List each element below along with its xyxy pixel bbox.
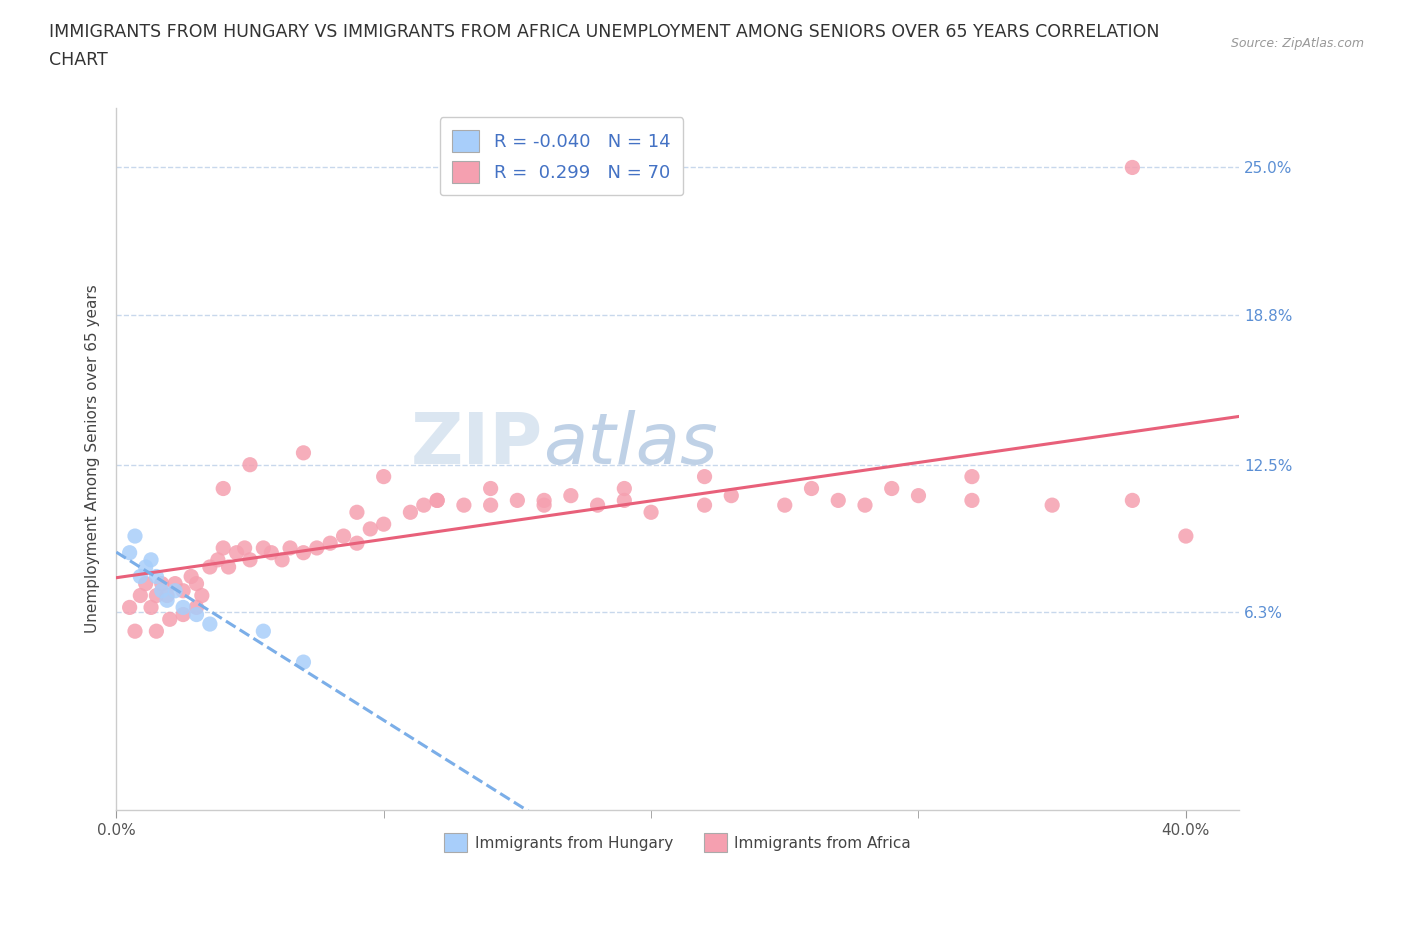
Point: [1040, 498, 1063, 512]
Point: [319, 536, 342, 551]
Point: [613, 493, 636, 508]
Text: atlas: atlas: [543, 410, 717, 479]
Point: [373, 469, 395, 484]
Point: [186, 600, 208, 615]
Point: [218, 560, 240, 575]
Point: [129, 569, 152, 584]
Point: [560, 488, 582, 503]
Point: [292, 445, 315, 460]
Point: [853, 498, 876, 512]
Point: [150, 577, 173, 591]
Point: [124, 624, 146, 639]
Point: [305, 540, 328, 555]
Point: [118, 545, 141, 560]
Point: [239, 552, 262, 567]
Point: [150, 583, 173, 598]
Point: [207, 552, 229, 567]
Point: [278, 540, 301, 555]
Point: [332, 528, 354, 543]
Point: [239, 458, 262, 472]
Point: [453, 498, 475, 512]
Point: [198, 617, 221, 631]
Point: [145, 624, 167, 639]
Point: [172, 600, 194, 615]
Point: [479, 481, 502, 496]
Point: [800, 481, 823, 496]
Point: [159, 612, 181, 627]
Point: [118, 600, 141, 615]
Point: [412, 498, 434, 512]
Point: [1121, 160, 1143, 175]
Point: [907, 488, 929, 503]
Point: [172, 583, 194, 598]
Point: [156, 588, 179, 603]
Point: [960, 469, 983, 484]
Point: [139, 600, 162, 615]
Point: [165, 577, 187, 591]
Point: [640, 505, 662, 520]
Point: [124, 528, 146, 543]
Point: [198, 560, 221, 575]
Point: [773, 498, 796, 512]
Point: [225, 545, 247, 560]
Text: CHART: CHART: [49, 51, 108, 69]
Point: [533, 493, 555, 508]
Point: [292, 655, 315, 670]
Point: [212, 540, 235, 555]
Point: [693, 498, 716, 512]
Text: Source: ZipAtlas.com: Source: ZipAtlas.com: [1230, 37, 1364, 50]
Point: [346, 505, 368, 520]
Y-axis label: Unemployment Among Seniors over 65 years: Unemployment Among Seniors over 65 years: [86, 285, 100, 633]
Point: [260, 545, 283, 560]
Point: [346, 536, 368, 551]
Point: [292, 545, 315, 560]
Point: [720, 488, 742, 503]
Point: [827, 493, 849, 508]
Point: [960, 493, 983, 508]
Point: [191, 588, 214, 603]
Text: IMMIGRANTS FROM HUNGARY VS IMMIGRANTS FROM AFRICA UNEMPLOYMENT AMONG SENIORS OVE: IMMIGRANTS FROM HUNGARY VS IMMIGRANTS FR…: [49, 23, 1160, 41]
Point: [506, 493, 529, 508]
Point: [145, 569, 167, 584]
Point: [156, 592, 179, 607]
Point: [693, 469, 716, 484]
Point: [426, 493, 449, 508]
Point: [373, 517, 395, 532]
Point: [135, 577, 157, 591]
Point: [145, 588, 167, 603]
Point: [252, 624, 274, 639]
Point: [533, 498, 555, 512]
Point: [880, 481, 903, 496]
Point: [186, 607, 208, 622]
Point: [139, 552, 162, 567]
Point: [1121, 493, 1143, 508]
Point: [180, 569, 202, 584]
Legend: Immigrants from Hungary, Immigrants from Africa: Immigrants from Hungary, Immigrants from…: [439, 827, 917, 858]
Point: [233, 540, 256, 555]
Point: [613, 481, 636, 496]
Point: [271, 552, 294, 567]
Point: [186, 577, 208, 591]
Point: [165, 583, 187, 598]
Point: [426, 493, 449, 508]
Point: [135, 560, 157, 575]
Point: [1174, 528, 1197, 543]
Point: [212, 481, 235, 496]
Point: [359, 522, 381, 537]
Point: [172, 607, 194, 622]
Point: [129, 588, 152, 603]
Point: [586, 498, 609, 512]
Point: [399, 505, 422, 520]
Point: [479, 498, 502, 512]
Text: ZIP: ZIP: [411, 410, 543, 479]
Point: [252, 540, 274, 555]
